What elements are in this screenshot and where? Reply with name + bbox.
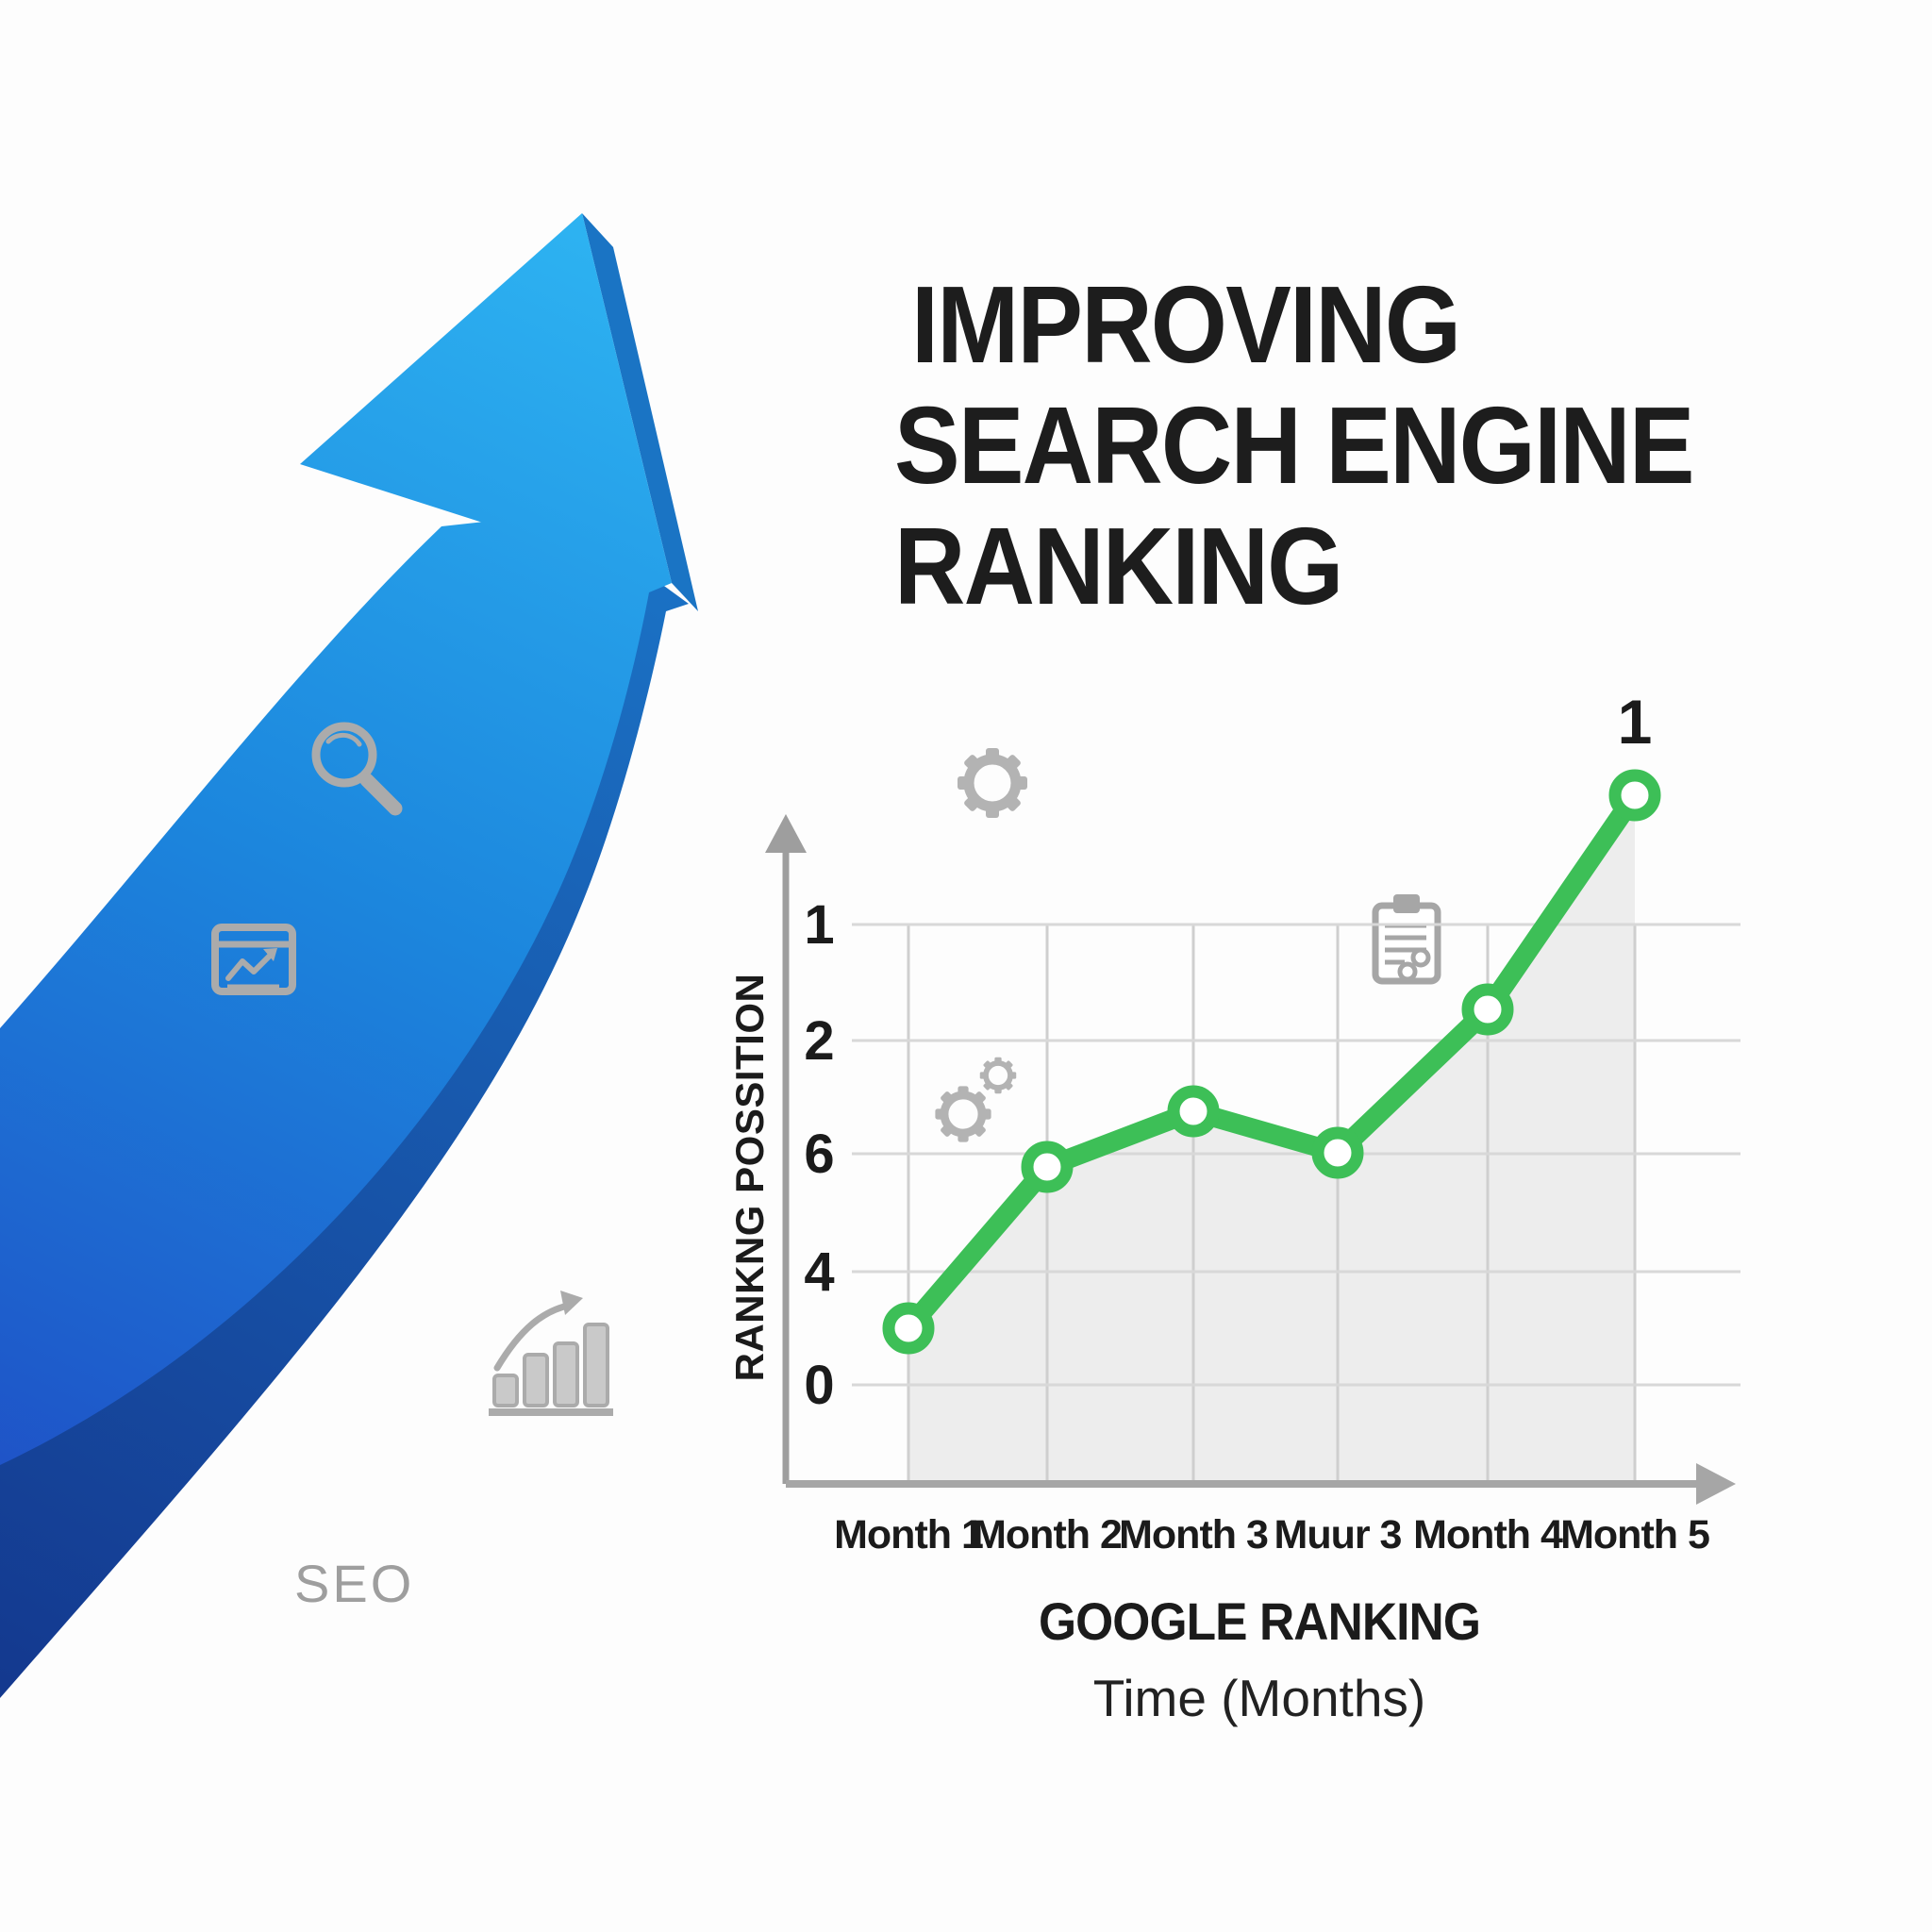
- data-point-month-4: [1461, 983, 1514, 1036]
- y-axis-arrowhead: [765, 814, 807, 853]
- x-tick-label-5: Month 4: [1413, 1512, 1563, 1557]
- y-tick-label-5: 0: [804, 1355, 833, 1416]
- seo-watermark: SEO: [294, 1554, 415, 1613]
- y-tick-label-4: 4: [804, 1241, 834, 1303]
- arrow-shaft: [0, 514, 672, 1465]
- data-point-month-3: [1167, 1085, 1220, 1138]
- x-tick-label-1: Month 1: [834, 1512, 983, 1557]
- x-tick-label-3: Month 3: [1119, 1512, 1268, 1557]
- data-point-month-2: [1021, 1141, 1074, 1193]
- y-tick-label-1: 1: [804, 894, 833, 956]
- x-axis-arrowhead: [1696, 1463, 1736, 1505]
- data-point-month-5: [1608, 769, 1661, 822]
- data-point-muur-3: [1311, 1126, 1364, 1179]
- bar-growth-icon: [489, 1291, 613, 1416]
- top-rank-annotation: 1: [1618, 687, 1653, 757]
- x-axis-label: Time (Months): [1092, 1669, 1426, 1727]
- magnifier-icon: [311, 722, 403, 816]
- analytics-window-icon: [211, 924, 296, 995]
- title-line-2: SEARCH ENGINE: [894, 384, 1695, 507]
- x-tick-label-4: Muur 3: [1274, 1512, 1402, 1557]
- y-tick-label-2: 2: [804, 1010, 833, 1072]
- title-line-1: IMPROVING: [911, 263, 1461, 386]
- y-tick-label-3: 6: [804, 1124, 833, 1185]
- chart-title: GOOGLE RANKING: [1039, 1591, 1481, 1651]
- x-tick-label-2: Month 2: [973, 1512, 1122, 1557]
- data-point-month-1: [882, 1302, 935, 1355]
- arrow-head: [300, 213, 672, 583]
- arrow-head-side: [582, 213, 698, 611]
- page-title: IMPROVING SEARCH ENGINE RANKING: [894, 263, 1695, 627]
- x-tick-label-6: Month 5: [1560, 1512, 1709, 1557]
- y-axis-label: RANKNG POSSITION: [727, 973, 772, 1382]
- title-line-3: RANKING: [894, 505, 1343, 627]
- ranking-line: [898, 785, 1645, 1339]
